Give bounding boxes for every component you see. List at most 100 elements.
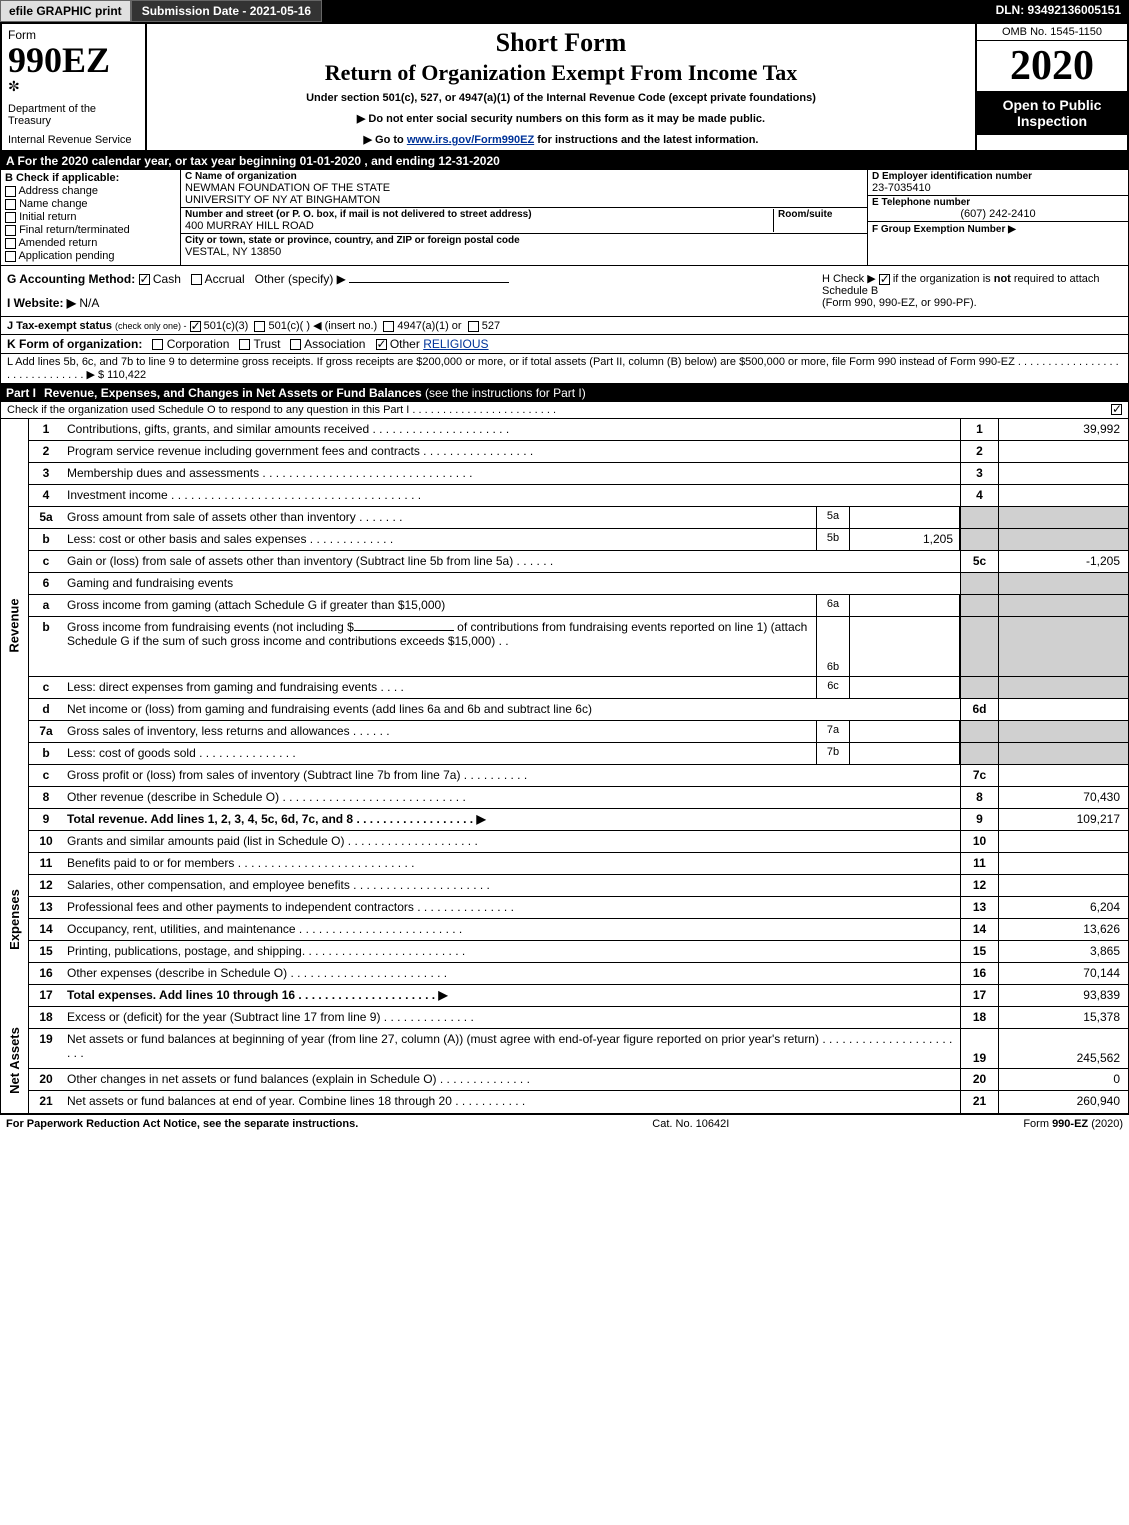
bv8: 70,430 [998,787,1128,808]
chk-501c[interactable] [254,321,265,332]
line-l: L Add lines 5b, 6c, and 7b to line 9 to … [0,354,1129,384]
n18: 18 [29,1007,63,1028]
row-6d: dNet income or (loss) from gaming and fu… [29,699,1128,721]
box-c-street-cell: Number and street (or P. O. box, if mail… [181,208,867,234]
efile-print-button[interactable]: efile GRAPHIC print [0,0,131,22]
chk-schedule-b-not-required[interactable] [879,274,890,285]
n14: 14 [29,919,63,940]
org-city: VESTAL, NY 13850 [185,246,863,258]
n5a: 5a [29,507,63,528]
footer-right: Form 990-EZ (2020) [1023,1118,1123,1130]
bn20: 20 [960,1069,998,1090]
expenses-label: Expenses [7,889,22,950]
mn7b: 7b [816,743,850,764]
box-c-street-lbl: Number and street (or P. O. box, if mail… [185,209,773,220]
box-c: C Name of organization NEWMAN FOUNDATION… [181,170,868,265]
bn8: 8 [960,787,998,808]
part-i-note: (see the instructions for Part I) [425,386,586,400]
bn11: 11 [960,853,998,874]
chk-corporation[interactable] [152,339,163,350]
bv7a [998,721,1128,742]
topbar-spacer [322,0,987,22]
bv16: 70,144 [998,963,1128,984]
bv4 [998,485,1128,506]
row-7c: cGross profit or (loss) from sales of in… [29,765,1128,787]
page-footer: For Paperwork Reduction Act Notice, see … [0,1114,1129,1133]
d10: Grants and similar amounts paid (list in… [63,831,960,852]
form-header-center: Short Form Return of Organization Exempt… [147,24,977,150]
chk-trust[interactable] [239,339,250,350]
n6d: d [29,699,63,720]
footer-left: For Paperwork Reduction Act Notice, see … [6,1118,358,1130]
chk-501c3[interactable] [190,321,201,332]
mn6c: 6c [816,677,850,698]
revenue-side-label: Revenue [1,419,29,831]
phone-value: (607) 242-2410 [872,208,1124,220]
other-org-link[interactable]: RELIGIOUS [423,337,488,351]
row-17: 17Total expenses. Add lines 10 through 1… [29,985,1128,1007]
opt-501c3: 501(c)(3) [204,320,249,332]
line-h: H Check ▶ if the organization is not req… [822,272,1122,310]
chk-amended-return[interactable]: Amended return [5,237,176,249]
bn6a [960,595,998,616]
d16: Other expenses (describe in Schedule O) … [63,963,960,984]
footer-right-bold: 990-EZ [1052,1118,1088,1130]
n20: 20 [29,1069,63,1090]
box-f-lbl: F Group Exemption Number ▶ [872,224,1016,235]
d2: Program service revenue including govern… [63,441,960,462]
n3: 3 [29,463,63,484]
bv6 [998,573,1128,594]
n6c: c [29,677,63,698]
chk-name-change[interactable]: Name change [5,198,176,210]
bv5b [998,529,1128,550]
line-k-lbl: K Form of organization: [7,337,142,351]
bn2: 2 [960,441,998,462]
form-title-2: Return of Organization Exempt From Incom… [157,60,965,86]
chk-accrual[interactable] [191,274,202,285]
schedule-o-text: Check if the organization used Schedule … [7,404,556,416]
opt-4947a1: 4947(a)(1) or [397,320,461,332]
submission-date-button[interactable]: Submission Date - 2021-05-16 [131,0,322,22]
chk-initial-return[interactable]: Initial return [5,211,176,223]
chk-association[interactable] [290,339,301,350]
netassets-side-label: Net Assets [1,1007,29,1113]
gross-receipts-value: 110,422 [107,369,146,381]
row-20: 20Other changes in net assets or fund ba… [29,1069,1128,1091]
other-method-input[interactable] [349,282,509,283]
chk-cash[interactable] [139,274,150,285]
d1: Contributions, gifts, grants, and simila… [63,419,960,440]
n17: 17 [29,985,63,1006]
line-j-lbl: J Tax-exempt status [7,320,112,332]
box-d-lbl: D Employer identification number [872,171,1124,182]
line-a-pre: A For the 2020 calendar year, or tax yea… [6,154,300,168]
chk-address-change[interactable]: Address change [5,185,176,197]
instruction-ssn: ▶ Do not enter social security numbers o… [157,112,965,125]
chk-name-change-label: Name change [19,198,88,210]
line-h-not: not [994,273,1011,285]
n7c: c [29,765,63,786]
irs-link[interactable]: www.irs.gov/Form990EZ [407,134,534,146]
bn6c [960,677,998,698]
chk-final-return[interactable]: Final return/terminated [5,224,176,236]
bv11 [998,853,1128,874]
inst2-post: for instructions and the latest informat… [534,134,758,146]
fundraising-amount-input[interactable] [354,630,454,631]
opt-527: 527 [482,320,500,332]
row-5a: 5aGross amount from sale of assets other… [29,507,1128,529]
n21: 21 [29,1091,63,1113]
line-i: I Website: ▶ N/A [7,296,822,310]
chk-application-pending[interactable]: Application pending [5,250,176,262]
chk-527[interactable] [468,321,479,332]
d3: Membership dues and assessments . . . . … [63,463,960,484]
d7a: Gross sales of inventory, less returns a… [63,721,816,742]
inst2-pre: ▶ Go to [364,134,407,146]
chk-other-org[interactable] [376,339,387,350]
n6b: b [29,617,63,676]
row-10: 10Grants and similar amounts paid (list … [29,831,1128,853]
bv6d [998,699,1128,720]
chk-4947a1[interactable] [383,321,394,332]
mv6a [850,595,960,616]
d15: Printing, publications, postage, and shi… [63,941,960,962]
chk-schedule-o[interactable] [1111,404,1122,415]
bn9: 9 [960,809,998,830]
